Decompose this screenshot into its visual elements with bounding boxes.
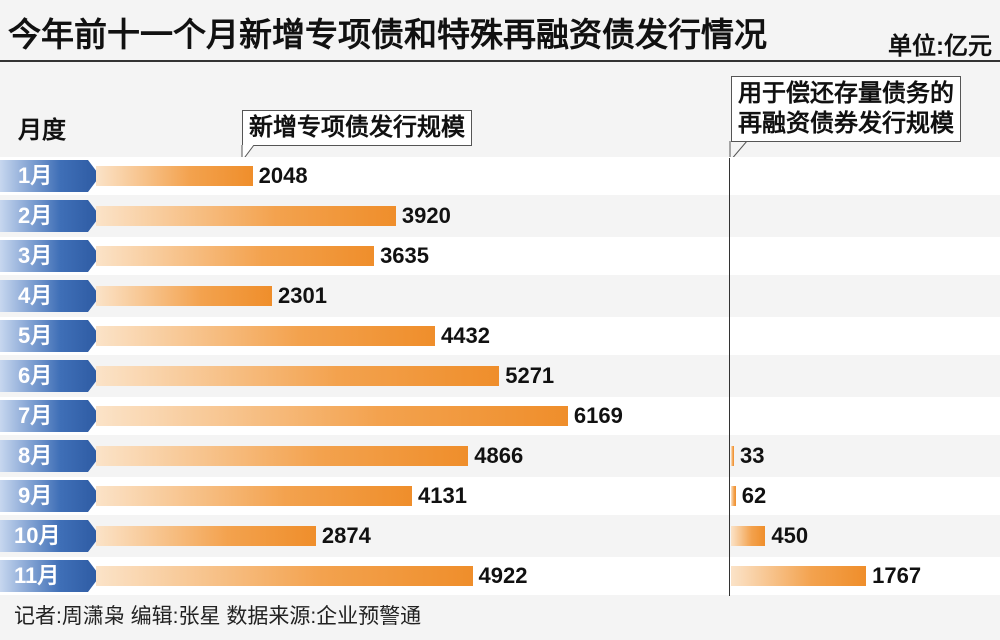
data-label-series-1: 4866 — [474, 443, 524, 468]
data-label-series-1: 2874 — [321, 523, 371, 548]
data-label-series-1: 4922 — [478, 563, 528, 588]
month-tag: 4月 — [0, 280, 100, 312]
month-tag: 3月 — [0, 240, 100, 272]
data-label-series-1: 4131 — [418, 483, 467, 508]
chart-row: 4月 2301 — [0, 277, 1000, 315]
month-tag: 5月 — [0, 320, 100, 352]
bar-series-1 — [96, 486, 413, 506]
unit-label: 单位:亿元 — [888, 33, 992, 60]
bar-series-1 — [96, 326, 436, 346]
bar-series-1 — [96, 166, 253, 186]
title-divider — [0, 60, 1000, 62]
chart-row: 1月 2048 — [0, 157, 1000, 195]
bar-series-2 — [731, 486, 736, 506]
data-label-series-1: 5271 — [505, 363, 555, 388]
month-tag: 11月 — [0, 560, 100, 592]
month-tag: 9月 — [0, 480, 100, 512]
month-tag: 6月 — [0, 360, 100, 392]
month-tag: 7月 — [0, 400, 100, 432]
data-label-series-1: 4432 — [441, 323, 490, 348]
chart-title: 今年前十一个月新增专项债和特殊再融资债发行情况 — [8, 16, 767, 53]
y-axis-label: 月度 — [18, 117, 66, 144]
chart-row: 7月 6169 — [0, 397, 1000, 435]
chart-row: 2月 3920 — [0, 197, 1000, 235]
bar-series-1 — [96, 406, 568, 426]
chart-row: 3月 3635 — [0, 237, 1000, 275]
chart-row: 5月 4432 — [0, 317, 1000, 355]
data-label-series-2: 450 — [771, 523, 809, 548]
chart-row: 8月 4866 33 — [0, 437, 1000, 475]
data-label-series-2: 62 — [741, 483, 767, 508]
bar-series-1 — [96, 446, 469, 466]
data-label-series-2: 1767 — [872, 563, 922, 588]
bar-series-1 — [96, 206, 396, 226]
bar-series-1 — [96, 566, 473, 586]
bar-series-1 — [96, 246, 375, 266]
chart-row: 11月 4922 1767 — [0, 557, 1000, 595]
bar-series-2 — [731, 446, 734, 466]
data-label-series-1: 6169 — [573, 403, 623, 428]
bar-series-1 — [96, 366, 500, 386]
bar-series-1 — [96, 526, 316, 546]
month-tag: 8月 — [0, 440, 100, 472]
data-label-series-1: 2048 — [258, 163, 308, 188]
month-tag: 1月 — [0, 160, 100, 192]
data-label-series-2: 33 — [740, 443, 765, 468]
series-2-legend-line-2: 再融资债券发行规模 — [738, 110, 954, 137]
series-1-legend: 新增专项债发行规模 — [242, 110, 472, 146]
data-label-series-1: 2301 — [278, 283, 327, 308]
series-2-legend-line-1: 用于偿还存量债务的 — [738, 80, 954, 107]
data-label-series-1: 3635 — [380, 243, 430, 268]
bar-series-2 — [731, 566, 867, 586]
series-divider — [729, 158, 730, 596]
chart-row: 10月 2874 450 — [0, 517, 1000, 555]
footer-credits: 记者:周潇枭 编辑:张星 数据来源:企业预警通 — [14, 605, 422, 628]
series-2-legend: 用于偿还存量债务的 再融资债券发行规模 — [731, 76, 961, 142]
month-tag: 2月 — [0, 200, 100, 232]
bar-series-1 — [96, 286, 273, 306]
chart-row: 6月 5271 — [0, 357, 1000, 395]
month-tag: 10月 — [0, 520, 100, 552]
bar-series-2 — [731, 526, 766, 546]
chart-row: 9月 4131 62 — [0, 477, 1000, 515]
data-label-series-1: 3920 — [401, 203, 451, 228]
